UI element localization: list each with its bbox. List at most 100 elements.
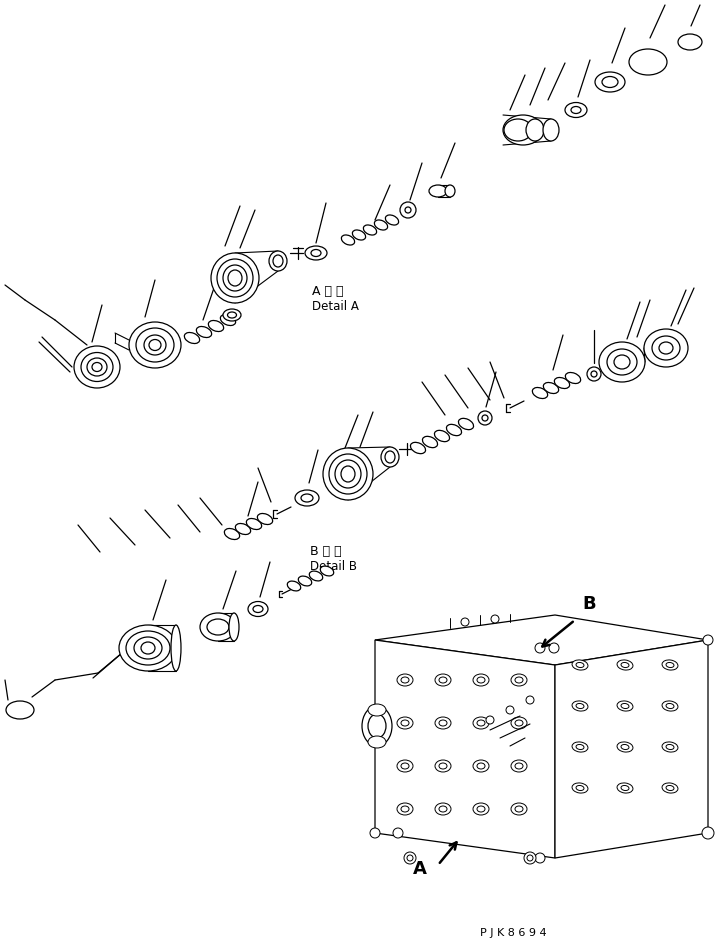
Ellipse shape bbox=[287, 581, 301, 591]
Ellipse shape bbox=[644, 329, 688, 367]
Ellipse shape bbox=[571, 106, 581, 114]
Ellipse shape bbox=[576, 744, 584, 749]
Ellipse shape bbox=[565, 102, 587, 117]
Ellipse shape bbox=[458, 419, 473, 430]
Ellipse shape bbox=[662, 660, 678, 670]
Ellipse shape bbox=[477, 720, 485, 726]
Ellipse shape bbox=[477, 806, 485, 812]
Ellipse shape bbox=[602, 77, 618, 87]
Ellipse shape bbox=[129, 322, 181, 368]
Ellipse shape bbox=[439, 763, 447, 769]
Ellipse shape bbox=[217, 259, 253, 297]
Ellipse shape bbox=[401, 806, 409, 812]
Ellipse shape bbox=[368, 714, 386, 738]
Ellipse shape bbox=[439, 806, 447, 812]
Ellipse shape bbox=[473, 674, 489, 686]
Ellipse shape bbox=[184, 332, 200, 344]
Ellipse shape bbox=[92, 363, 102, 371]
Ellipse shape bbox=[397, 760, 413, 772]
Ellipse shape bbox=[617, 701, 633, 711]
Circle shape bbox=[591, 371, 597, 377]
Circle shape bbox=[400, 202, 416, 218]
Ellipse shape bbox=[572, 783, 588, 793]
Ellipse shape bbox=[617, 660, 633, 670]
Ellipse shape bbox=[543, 119, 559, 141]
Ellipse shape bbox=[401, 677, 409, 683]
Ellipse shape bbox=[621, 744, 629, 749]
Ellipse shape bbox=[236, 524, 251, 534]
Ellipse shape bbox=[435, 803, 451, 815]
Ellipse shape bbox=[397, 803, 413, 815]
Circle shape bbox=[587, 367, 601, 381]
Ellipse shape bbox=[119, 625, 177, 671]
Ellipse shape bbox=[662, 783, 678, 793]
Circle shape bbox=[528, 123, 534, 129]
Ellipse shape bbox=[248, 601, 268, 616]
Ellipse shape bbox=[299, 576, 311, 586]
Ellipse shape bbox=[621, 785, 629, 791]
Ellipse shape bbox=[385, 215, 399, 225]
Ellipse shape bbox=[666, 785, 674, 791]
Ellipse shape bbox=[515, 806, 523, 812]
Ellipse shape bbox=[599, 342, 645, 382]
Ellipse shape bbox=[410, 442, 425, 454]
Ellipse shape bbox=[435, 430, 450, 441]
Ellipse shape bbox=[473, 803, 489, 815]
Ellipse shape bbox=[666, 744, 674, 749]
Ellipse shape bbox=[207, 619, 229, 635]
Ellipse shape bbox=[572, 701, 588, 711]
Ellipse shape bbox=[136, 328, 174, 362]
Ellipse shape bbox=[566, 372, 581, 384]
Ellipse shape bbox=[678, 34, 702, 50]
Circle shape bbox=[486, 716, 494, 724]
Text: Detail A: Detail A bbox=[312, 300, 359, 313]
Ellipse shape bbox=[666, 663, 674, 668]
Ellipse shape bbox=[617, 783, 633, 793]
Circle shape bbox=[703, 635, 713, 645]
Ellipse shape bbox=[362, 706, 392, 746]
Ellipse shape bbox=[515, 677, 523, 683]
Ellipse shape bbox=[257, 513, 273, 525]
Ellipse shape bbox=[435, 717, 451, 729]
Ellipse shape bbox=[595, 72, 625, 92]
Text: Detail B: Detail B bbox=[310, 560, 357, 573]
Ellipse shape bbox=[504, 119, 532, 141]
Ellipse shape bbox=[329, 454, 367, 494]
Polygon shape bbox=[375, 640, 555, 858]
Ellipse shape bbox=[74, 346, 120, 388]
Circle shape bbox=[461, 618, 469, 626]
Ellipse shape bbox=[511, 674, 527, 686]
Ellipse shape bbox=[621, 704, 629, 708]
Ellipse shape bbox=[196, 327, 212, 337]
Ellipse shape bbox=[397, 717, 413, 729]
Ellipse shape bbox=[171, 625, 181, 671]
Ellipse shape bbox=[81, 352, 113, 382]
Ellipse shape bbox=[374, 220, 387, 230]
Ellipse shape bbox=[368, 704, 386, 716]
Ellipse shape bbox=[305, 246, 327, 260]
Circle shape bbox=[491, 615, 499, 623]
Ellipse shape bbox=[397, 674, 413, 686]
Polygon shape bbox=[555, 640, 708, 858]
Ellipse shape bbox=[323, 448, 373, 500]
Ellipse shape bbox=[477, 677, 485, 683]
Ellipse shape bbox=[352, 230, 366, 240]
Ellipse shape bbox=[511, 760, 527, 772]
Ellipse shape bbox=[6, 701, 34, 719]
Ellipse shape bbox=[253, 605, 263, 613]
Ellipse shape bbox=[301, 494, 313, 502]
Ellipse shape bbox=[223, 309, 241, 321]
Ellipse shape bbox=[224, 528, 240, 540]
Text: A 詳 細: A 詳 細 bbox=[312, 285, 344, 298]
Ellipse shape bbox=[335, 460, 361, 488]
Ellipse shape bbox=[320, 566, 334, 576]
Ellipse shape bbox=[229, 613, 239, 641]
Ellipse shape bbox=[473, 717, 489, 729]
Circle shape bbox=[506, 706, 514, 714]
Ellipse shape bbox=[342, 235, 354, 245]
Circle shape bbox=[527, 855, 533, 861]
Ellipse shape bbox=[473, 760, 489, 772]
Ellipse shape bbox=[617, 742, 633, 752]
Ellipse shape bbox=[200, 613, 236, 641]
Ellipse shape bbox=[149, 340, 161, 350]
